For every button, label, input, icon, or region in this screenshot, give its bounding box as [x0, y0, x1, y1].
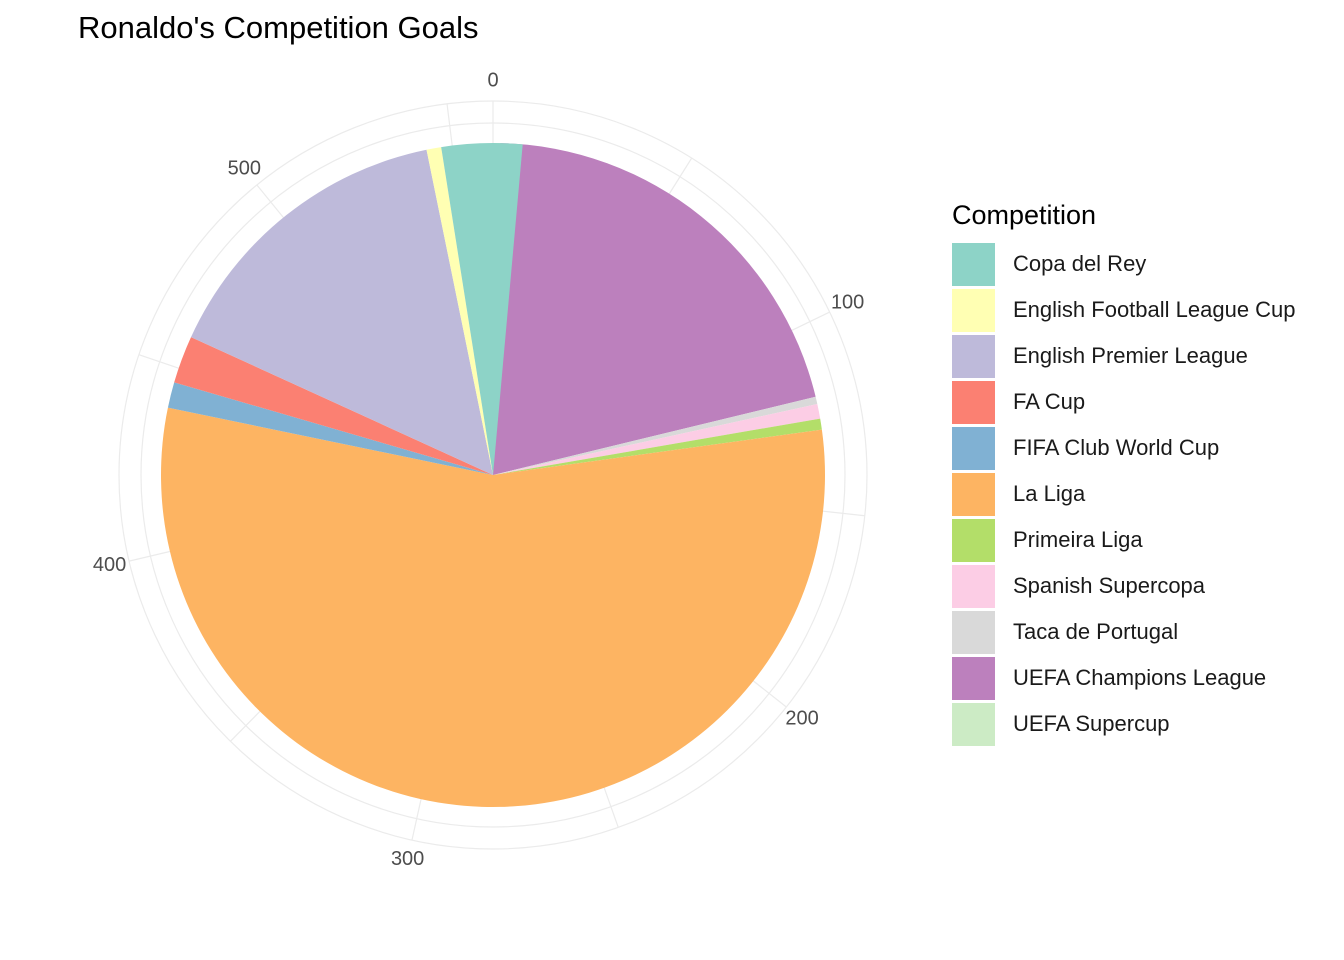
legend: Competition Copa del Rey English Football… [952, 200, 1296, 747]
legend-label: Primeira Liga [1013, 527, 1143, 552]
legend-item-primeira-liga: Primeira Liga [952, 517, 1296, 563]
legend-item-uefa-supercup: UEFA Supercup [952, 701, 1296, 747]
legend-label: FA Cup [1013, 389, 1086, 414]
legend-item-uefa-champions-league: UEFA Champions League [952, 655, 1296, 701]
legend-swatch [952, 610, 995, 654]
legend-label: English Premier League [1013, 343, 1248, 368]
chart-title: Ronaldo's Competition Goals [78, 10, 479, 45]
legend-swatch [952, 472, 995, 516]
legend-item-fa-cup: FA Cup [952, 379, 1296, 425]
legend-item-fifa-club-world-cup: FIFA Club World Cup [952, 425, 1296, 471]
legend-label: Taca de Portugal [1013, 619, 1179, 644]
legend-swatch [952, 564, 995, 608]
legend-label: UEFA Supercup [1013, 711, 1170, 736]
tick-label-100: 100 [831, 292, 864, 314]
tick-label-300: 300 [391, 848, 424, 870]
slice-la-liga [161, 407, 825, 807]
tick-label-400: 400 [93, 554, 126, 576]
slice-fa-cup [174, 337, 493, 475]
slice-english-football-league-cup [426, 147, 493, 475]
legend-swatch [952, 702, 995, 746]
legend-swatch [952, 426, 995, 470]
legend-items: Copa del Rey English Football League Cup E… [952, 241, 1296, 747]
legend-swatch [952, 380, 995, 424]
angle-ticks: 0 100 200 300 400 500 [93, 69, 864, 870]
legend-label: FIFA Club World Cup [1013, 435, 1220, 460]
tick-label-0: 0 [487, 69, 498, 91]
slice-taca-de-portugal [493, 396, 818, 475]
legend-label: Copa del Rey [1013, 251, 1147, 276]
legend-label: Spanish Supercopa [1013, 573, 1206, 598]
legend-item-spanish-supercopa: Spanish Supercopa [952, 563, 1296, 609]
tick-label-200: 200 [785, 708, 818, 730]
legend-swatch [952, 334, 995, 378]
legend-swatch [952, 518, 995, 562]
legend-swatch [952, 288, 995, 332]
slice-english-premier-league [191, 149, 493, 475]
legend-item-taca-de-portugal: Taca de Portugal [952, 609, 1296, 655]
pie-chart: 0 100 200 300 400 500 [93, 69, 868, 870]
legend-item-english-premier-league: English Premier League [952, 333, 1296, 379]
legend-item-copa-del-rey: Copa del Rey [952, 241, 1296, 287]
legend-label: La Liga [1013, 481, 1086, 506]
slice-primeira-liga [493, 418, 822, 475]
tick-label-500: 500 [228, 158, 261, 180]
legend-swatch [952, 656, 995, 700]
slice-copa-del-rey [441, 142, 523, 475]
legend-label: English Football League Cup [1013, 297, 1296, 322]
slice-uefa-champions-league [493, 143, 816, 475]
legend-item-la-liga: La Liga [952, 471, 1296, 517]
legend-title: Competition [952, 200, 1097, 230]
slice-fifa-club-world-cup [167, 382, 493, 475]
slice-spanish-supercopa [493, 403, 821, 475]
pie-slices [161, 142, 825, 807]
legend-item-english-football-league-cup: English Football League Cup [952, 287, 1296, 333]
legend-swatch [952, 242, 995, 286]
legend-label: UEFA Champions League [1013, 665, 1267, 690]
